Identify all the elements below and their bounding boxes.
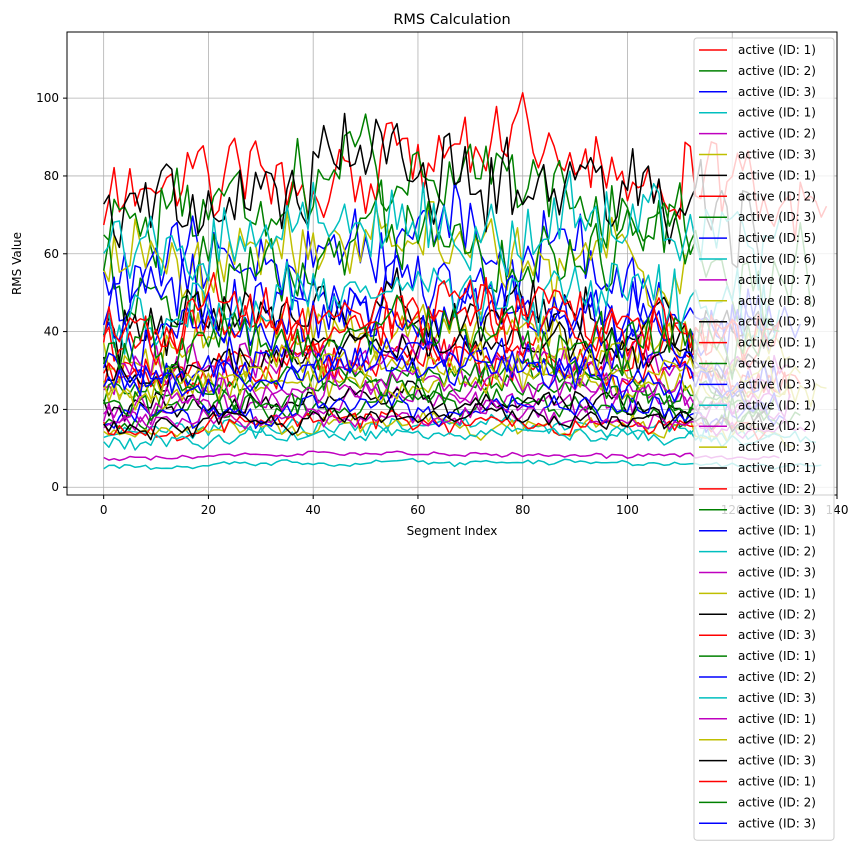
x-axis-label: Segment Index <box>407 524 498 538</box>
legend-label: active (ID: 6) <box>738 252 816 266</box>
series-layer <box>102 92 828 471</box>
x-tick-label: 60 <box>410 503 425 517</box>
legend-label: active (ID: 3) <box>738 85 816 99</box>
y-tick-label: 20 <box>44 402 59 416</box>
legend-label: active (ID: 3) <box>738 566 816 580</box>
legend-label: active (ID: 3) <box>738 148 816 162</box>
series-line <box>103 170 781 291</box>
legend-label: active (ID: 3) <box>738 377 816 391</box>
x-tick-label: 80 <box>515 503 530 517</box>
y-tick-label: 0 <box>51 480 59 494</box>
series-line <box>103 450 780 462</box>
legend-label: active (ID: 2) <box>738 482 816 496</box>
x-tick-label: 0 <box>100 503 108 517</box>
series-line <box>103 392 785 434</box>
legend-label: active (ID: 3) <box>738 210 816 224</box>
legend-label: active (ID: 9) <box>738 315 816 329</box>
y-tick-label: 100 <box>36 91 59 105</box>
y-tick-label: 60 <box>44 247 59 261</box>
legend-label: active (ID: 2) <box>738 127 816 141</box>
legend-label: active (ID: 3) <box>738 691 816 705</box>
legend-label: active (ID: 2) <box>738 670 816 684</box>
series-line <box>102 260 781 355</box>
legend-box <box>693 37 835 841</box>
y-axis-ticks: 0 20 40 60 80 100 <box>36 91 67 494</box>
x-tick-label: 40 <box>306 503 321 517</box>
chart-title: RMS Calculation <box>393 12 510 28</box>
series-line <box>103 379 780 426</box>
legend-label: active (ID: 1) <box>738 336 816 350</box>
legend-label: active (ID: 1) <box>738 775 816 789</box>
series-line <box>102 328 781 399</box>
legend-label: active (ID: 1) <box>738 524 816 538</box>
legend-label: active (ID: 1) <box>738 168 816 182</box>
y-axis-label: RMS Value <box>10 232 24 295</box>
legend-label: active (ID: 1) <box>738 106 816 120</box>
x-tick-label: 100 <box>616 503 639 517</box>
y-tick-label: 40 <box>44 325 59 339</box>
series-line <box>103 344 781 413</box>
legend-label: active (ID: 5) <box>738 231 816 245</box>
legend-label: active (ID: 8) <box>738 294 816 308</box>
legend: active (ID: 1) active (ID: 2) active (ID: … <box>693 37 835 841</box>
legend-label: active (ID: 2) <box>738 733 816 747</box>
series-line <box>102 271 781 363</box>
series-line <box>103 399 807 439</box>
legend-label: active (ID: 1) <box>738 43 816 57</box>
series-line <box>102 179 812 328</box>
series-line <box>102 294 780 380</box>
legend-label: active (ID: 3) <box>738 628 816 642</box>
series-line <box>103 364 781 425</box>
legend-label: active (ID: 3) <box>738 754 816 768</box>
legend-label: active (ID: 1) <box>738 649 816 663</box>
series-line <box>102 357 759 414</box>
series-line <box>102 380 770 425</box>
series-line <box>103 112 760 269</box>
legend-label: active (ID: 1) <box>738 712 816 726</box>
legend-label: active (ID: 3) <box>738 440 816 454</box>
legend-label: active (ID: 1) <box>738 461 816 475</box>
legend-label: active (ID: 7) <box>738 273 816 287</box>
legend-label: active (ID: 2) <box>738 545 816 559</box>
legend-label: active (ID: 3) <box>738 503 816 517</box>
series-line <box>103 113 697 269</box>
legend-label: active (ID: 2) <box>738 419 816 433</box>
axes-frame <box>66 31 838 496</box>
legend-label: active (ID: 2) <box>738 607 816 621</box>
legend-label: active (ID: 2) <box>738 357 816 371</box>
series-line <box>103 403 770 441</box>
series-line <box>102 368 791 424</box>
legend-label: active (ID: 3) <box>738 816 816 830</box>
legend-label: active (ID: 2) <box>738 64 816 78</box>
series-line <box>103 333 791 396</box>
series-line <box>102 321 770 392</box>
legend-label: active (ID: 2) <box>738 189 816 203</box>
legend-label: active (ID: 2) <box>738 795 816 809</box>
plot-border <box>66 31 838 496</box>
y-tick-label: 80 <box>44 169 59 183</box>
legend-label: active (ID: 1) <box>738 398 816 412</box>
legend-label: active (ID: 1) <box>738 586 816 600</box>
x-tick-label: 20 <box>201 503 216 517</box>
